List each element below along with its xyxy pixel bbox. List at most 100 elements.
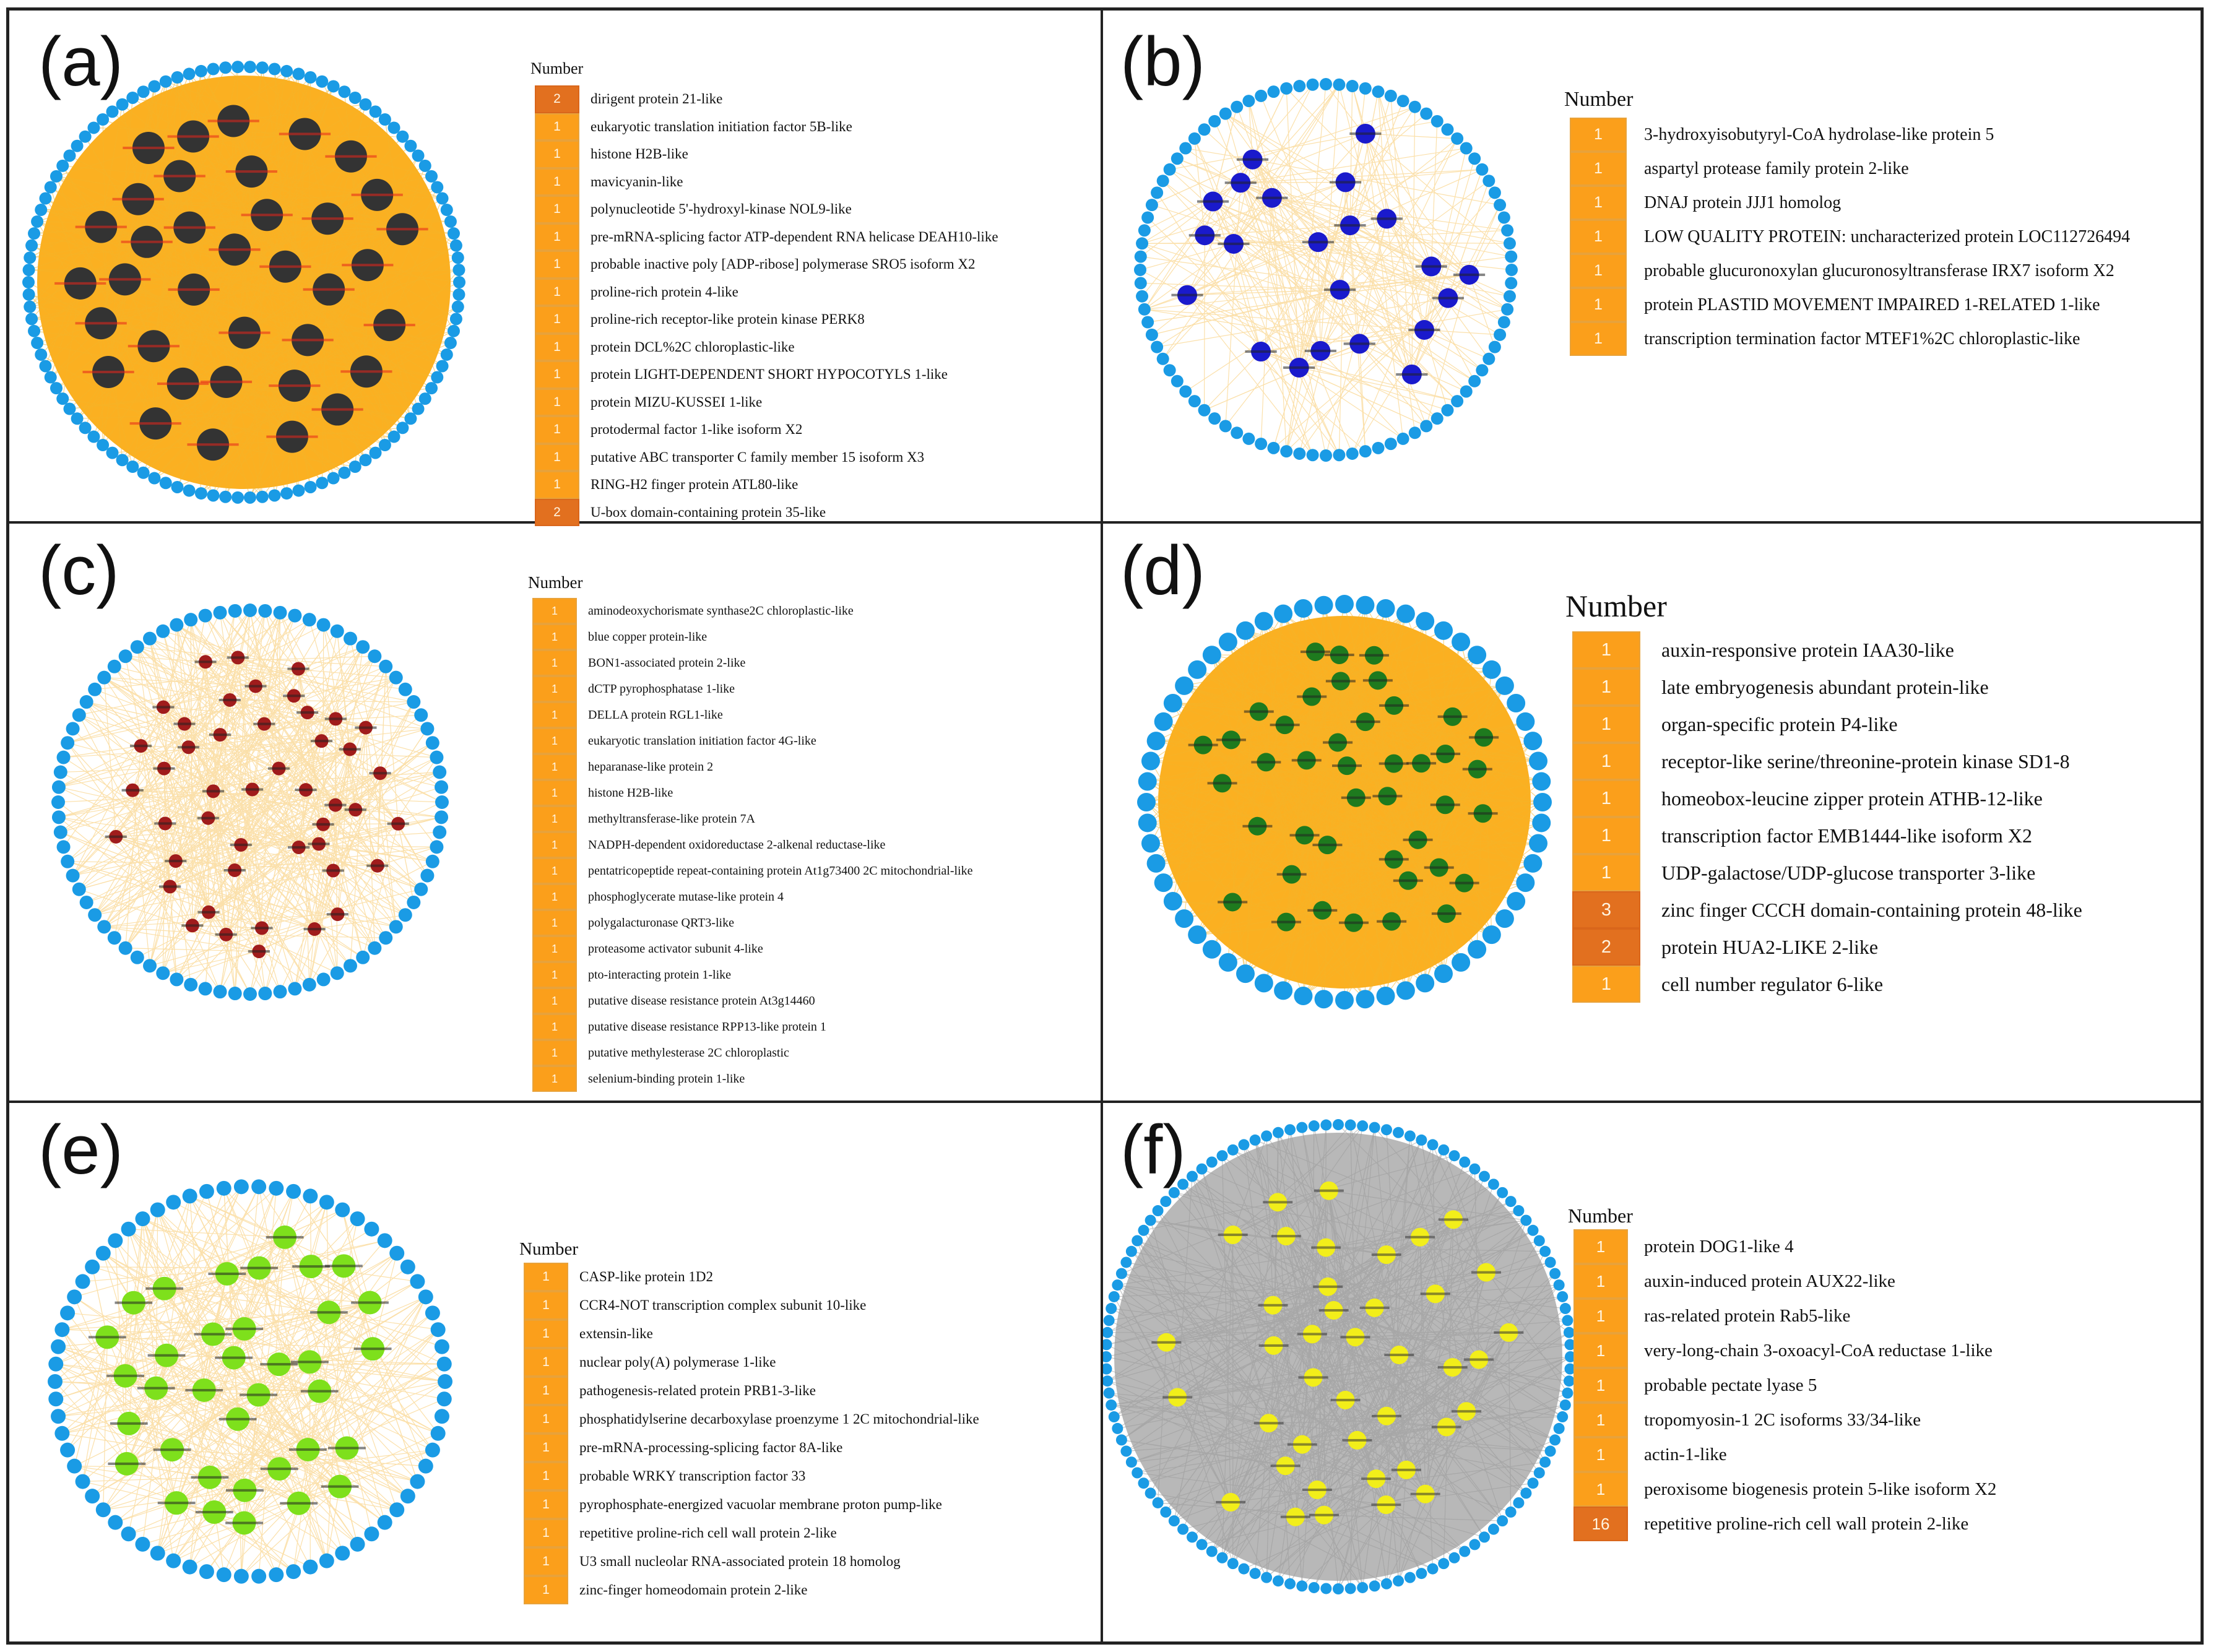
ring-node: [430, 1322, 446, 1338]
hub-node-label-mark: [1330, 1398, 1361, 1401]
ring-node: [348, 91, 361, 104]
hub-node-label-mark: [1304, 349, 1336, 352]
panel-label-b: (b): [1120, 23, 1205, 100]
network-e: [48, 1179, 452, 1584]
hub-node-label-mark: [1471, 1271, 1501, 1274]
ring-node: [150, 1546, 165, 1561]
legend-title: Number: [530, 59, 584, 77]
ring-node: [1308, 1581, 1320, 1593]
hub-node-label-mark: [191, 1476, 229, 1479]
legend-row: 1 aminodeoxychorismate synthase2C chlorop…: [532, 598, 973, 624]
hub-node-label-mark: [1271, 920, 1301, 923]
legend-protein-name: probable pectate lyase 5: [1644, 1375, 1817, 1395]
hub-node-label-mark: [1314, 1189, 1344, 1192]
ring-node: [1505, 250, 1518, 263]
ring-node: [1160, 1196, 1172, 1208]
hub-node-label-mark: [1438, 1218, 1468, 1221]
ring-node: [288, 608, 302, 623]
ring-node: [1314, 595, 1333, 615]
ring-node: [95, 1245, 111, 1261]
ring-node: [1188, 660, 1207, 679]
ring-node: [1451, 395, 1464, 408]
hub-node-label-mark: [1431, 912, 1461, 915]
ring-node: [1296, 1580, 1308, 1592]
hub-node-label-mark: [1302, 241, 1334, 244]
hub-node-label-mark: [1342, 1438, 1372, 1442]
hub-node-label-mark: [292, 1265, 330, 1268]
ring-node: [1539, 1245, 1551, 1257]
ring-node: [269, 1180, 284, 1196]
ring-node: [1137, 793, 1156, 811]
ring-node: [48, 1374, 63, 1389]
ring-node: [1274, 604, 1293, 623]
hub-node-label-mark: [355, 726, 377, 729]
hub-node-label-mark: [207, 119, 259, 123]
ring-node: [1163, 892, 1182, 910]
ring-node: [1335, 991, 1354, 1010]
ring-node: [1494, 199, 1507, 212]
ring-node: [256, 490, 269, 503]
legend-protein-name: repetitive proline-rich cell wall protei…: [579, 1525, 837, 1541]
legend-protein-name: repetitive proline-rich cell wall protei…: [1644, 1513, 1969, 1534]
ring-node: [1115, 1268, 1127, 1279]
ring-node: [369, 105, 382, 118]
legend-row: 1 ras-related protein Rab5-like: [1573, 1299, 1996, 1333]
hub-node-label-mark: [154, 175, 206, 178]
hub-node-label-mark: [1420, 1292, 1450, 1295]
ring-node: [106, 105, 119, 118]
ring-node: [1145, 1214, 1156, 1226]
legend-row: 1 DNAJ protein JJJ1 homolog: [1570, 186, 2130, 220]
ring-node: [1533, 1235, 1545, 1247]
legend-count: 1: [524, 1348, 568, 1377]
legend-protein-name: LOW QUALITY PROTEIN: uncharacterized pro…: [1644, 227, 2131, 246]
ring-node: [1163, 163, 1176, 176]
hub-node-label-mark: [240, 1266, 278, 1269]
hub-node-label-mark: [99, 278, 151, 281]
legend-protein-name: polygalacturonase QRT3-like: [588, 915, 734, 930]
ring-node: [1448, 1150, 1460, 1162]
legend-row: 1 DELLA protein RGL1-like: [532, 702, 973, 728]
ring-node: [1380, 1124, 1392, 1136]
ring-node: [71, 139, 84, 152]
outer-ring-nodes: [1103, 1119, 1576, 1594]
ring-node: [447, 324, 460, 337]
outer-ring-nodes: [48, 1179, 452, 1584]
hub-node-label-mark: [267, 767, 290, 770]
legend-count: 3: [1572, 891, 1640, 928]
ring-node: [1544, 1256, 1556, 1268]
legend-protein-name: DELLA protein RGL1-like: [588, 707, 723, 722]
ring-node: [1188, 925, 1207, 945]
ring-node: [28, 227, 41, 240]
hub-nodes: [88, 1225, 392, 1535]
ring-node: [1242, 432, 1255, 445]
ring-node: [1160, 1506, 1172, 1518]
legend-count: 1: [535, 196, 579, 223]
ring-node: [359, 98, 372, 111]
legend-protein-name: UDP-galactose/UDP-glucose transporter 3-…: [1661, 861, 2036, 884]
hub-node-label-mark: [324, 803, 347, 807]
hub-node-label-mark: [248, 950, 271, 953]
ring-node: [213, 985, 227, 999]
hub-node-label-mark: [1270, 724, 1300, 727]
ring-node: [1404, 1572, 1416, 1583]
ring-node: [219, 61, 232, 74]
hub-node-label-mark: [1218, 901, 1248, 904]
ring-node: [25, 313, 38, 326]
legend-protein-name: zinc-finger homeodomain protein 2-like: [579, 1582, 808, 1598]
ring-node: [233, 1179, 249, 1195]
hub-node-label-mark: [1151, 1341, 1182, 1344]
legend-protein-name: aminodeoxychorismate synthase2C chloropl…: [588, 603, 854, 618]
panel-label-d: (d): [1120, 532, 1205, 609]
legend-row: 1 pto-interacting protein 1-like: [532, 962, 973, 988]
legend-row: 1 heparanase-like protein 2: [532, 754, 973, 780]
ring-node: [1516, 712, 1535, 731]
hub-node-label-mark: [1379, 858, 1409, 861]
ring-node: [1372, 441, 1385, 454]
ring-node: [404, 139, 417, 152]
ring-node: [1156, 175, 1169, 188]
ring-node: [1557, 1291, 1569, 1302]
legend-count: 1: [524, 1490, 568, 1519]
ring-node: [1187, 1170, 1198, 1182]
ring-node: [1507, 694, 1526, 712]
legend-count: 1: [1572, 854, 1640, 891]
